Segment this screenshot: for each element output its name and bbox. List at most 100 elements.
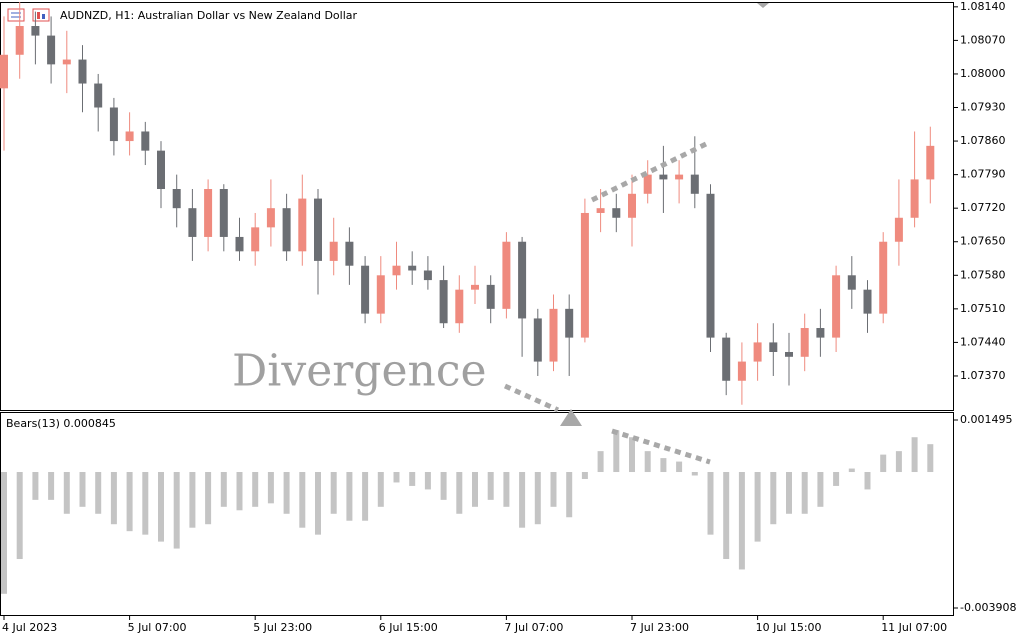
candle-body (565, 308, 574, 338)
x-tick-label: 10 Jul 15:00 (756, 621, 822, 634)
bar (267, 472, 274, 504)
y-tick-label: 1.07790 (960, 168, 1006, 181)
bar (927, 444, 934, 473)
bar (440, 472, 447, 500)
bar (158, 472, 164, 542)
y-tick-label: 1.07860 (960, 134, 1006, 147)
candle-body (439, 280, 448, 324)
x-tick-label: 5 Jul 23:00 (253, 621, 312, 634)
x-tick-label: 4 Jul 2023 (2, 621, 57, 634)
bar (613, 430, 620, 473)
bar (16, 472, 23, 560)
y-tick-label: 1.07650 (960, 235, 1006, 248)
y-tick-label: 1.07370 (960, 369, 1006, 382)
candle-body (643, 174, 652, 194)
candle-body (455, 289, 464, 324)
candle-body (612, 208, 621, 218)
bar (864, 472, 871, 490)
candle-body (392, 265, 401, 276)
candle-body (706, 193, 715, 338)
candle-body (62, 59, 71, 65)
bar (833, 472, 840, 486)
indicator-title: Bears(13) 0.000845 (6, 417, 116, 430)
bar (487, 472, 494, 500)
y-tick-label: 1.07720 (960, 201, 1006, 214)
bar (283, 472, 290, 514)
candle-body (832, 275, 841, 338)
candle-body (329, 241, 338, 261)
bar (95, 472, 102, 514)
candle-body (722, 337, 731, 381)
bar (173, 472, 180, 549)
candle-body (78, 59, 87, 84)
bar (236, 472, 243, 511)
bar (32, 472, 39, 500)
bar (362, 472, 369, 521)
x-tick-label: 7 Jul 07:00 (504, 621, 563, 634)
bar (691, 472, 698, 476)
bar (801, 472, 808, 514)
candle-body (282, 208, 291, 252)
annotation-arrow-line (503, 383, 560, 413)
candle-body (518, 241, 527, 319)
bar (723, 472, 730, 560)
bar (205, 472, 212, 525)
y-tick-label: 1.07580 (960, 268, 1006, 281)
bar (880, 454, 887, 473)
y-tick-label: 1.08070 (960, 33, 1006, 46)
candle-body (314, 198, 322, 261)
bar (48, 472, 55, 500)
symbol-icon (7, 8, 50, 22)
bar (315, 472, 321, 535)
candle-body (298, 198, 307, 252)
candle-body (816, 328, 825, 338)
candle-body (926, 145, 935, 180)
candle-body (157, 150, 165, 190)
candle-body (785, 351, 793, 357)
x-tick-label: 6 Jul 15:00 (379, 621, 438, 634)
x-tick-label: 11 Jul 07:00 (881, 621, 947, 634)
candle-body (376, 275, 385, 314)
y-tick-label: 1.07440 (960, 335, 1006, 348)
bar (189, 472, 196, 528)
bar (786, 472, 792, 514)
bar (503, 472, 510, 507)
bar (424, 472, 431, 490)
bar (707, 472, 714, 535)
bar (377, 472, 384, 507)
candle-body (408, 265, 417, 271)
bar (519, 472, 526, 528)
bar (330, 472, 337, 514)
y-tick-label: 0.001495 (960, 413, 1013, 426)
candle-body (423, 270, 432, 281)
candle-body (628, 193, 636, 218)
candle-body (361, 265, 370, 314)
x-tick-label: 7 Jul 23:00 (630, 621, 689, 634)
bar (63, 472, 70, 514)
bar (393, 472, 400, 483)
bar (220, 472, 227, 507)
candle-body (31, 26, 40, 36)
candle-body (580, 212, 589, 338)
candle-body (235, 236, 244, 252)
annotation-arrow-head (560, 409, 582, 426)
candle-body (894, 217, 903, 242)
candle-body (690, 174, 699, 194)
bar (581, 472, 588, 479)
candle-body (769, 342, 778, 352)
candle-body (486, 284, 495, 309)
bar (848, 468, 855, 473)
chart-title: AUDNZD, H1: Australian Dollar vs New Zea… (60, 9, 358, 22)
candle-body (675, 174, 684, 180)
candle-body (533, 318, 542, 362)
candle-body (15, 26, 24, 55)
bar (110, 472, 117, 525)
candle-body (847, 275, 856, 290)
bar (644, 451, 651, 473)
candle-body (125, 131, 134, 142)
scroll-marker (757, 3, 769, 8)
candle-body (94, 83, 103, 108)
bar (566, 472, 573, 518)
candle-body (141, 131, 150, 151)
bar (817, 472, 824, 507)
